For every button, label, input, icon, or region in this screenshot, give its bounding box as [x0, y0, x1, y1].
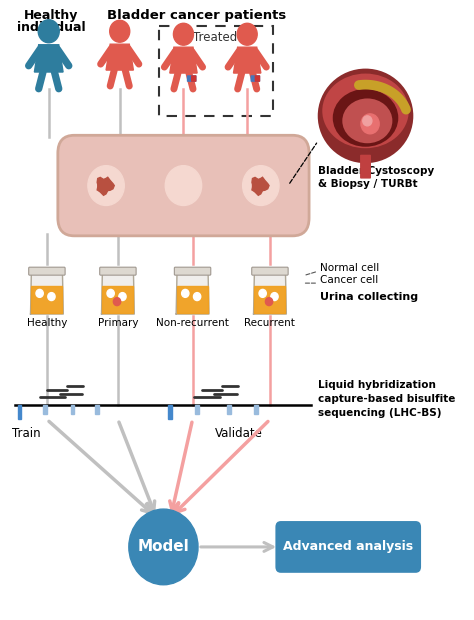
FancyBboxPatch shape — [187, 75, 196, 82]
Text: Urina collecting: Urina collecting — [320, 292, 418, 302]
Circle shape — [81, 157, 132, 213]
Circle shape — [182, 290, 189, 298]
Polygon shape — [101, 270, 134, 314]
Circle shape — [119, 293, 126, 301]
Bar — [95, 405, 99, 414]
Circle shape — [129, 509, 198, 585]
Text: Model: Model — [137, 539, 189, 554]
Circle shape — [237, 24, 257, 45]
Bar — [43, 405, 47, 414]
Text: Healthy: Healthy — [27, 318, 67, 328]
Bar — [18, 405, 21, 418]
FancyBboxPatch shape — [29, 267, 65, 275]
Text: Normal cell: Normal cell — [320, 263, 379, 273]
Circle shape — [165, 166, 201, 205]
Ellipse shape — [322, 74, 409, 148]
Circle shape — [236, 157, 286, 213]
Circle shape — [109, 20, 130, 42]
Text: Treated: Treated — [193, 31, 237, 44]
Text: Healthy: Healthy — [24, 9, 79, 22]
Polygon shape — [106, 44, 133, 70]
Circle shape — [173, 24, 193, 45]
Polygon shape — [254, 270, 286, 314]
Bar — [255, 405, 258, 414]
Bar — [227, 405, 231, 414]
Circle shape — [113, 298, 121, 306]
Text: Bladder cancer patients: Bladder cancer patients — [108, 9, 287, 22]
Text: Primary: Primary — [98, 318, 138, 328]
FancyBboxPatch shape — [58, 135, 309, 236]
Bar — [71, 405, 74, 414]
FancyBboxPatch shape — [255, 75, 260, 82]
FancyBboxPatch shape — [252, 267, 288, 275]
Ellipse shape — [342, 99, 392, 143]
Bar — [168, 405, 172, 418]
Text: Cancer cell: Cancer cell — [320, 275, 378, 285]
Polygon shape — [31, 286, 63, 313]
Text: Liquid hybridization
capture-based bisulfite
sequencing (LHC-BS): Liquid hybridization capture-based bisul… — [318, 379, 456, 418]
Polygon shape — [177, 286, 208, 313]
Circle shape — [158, 157, 209, 213]
FancyBboxPatch shape — [275, 521, 421, 573]
Bar — [195, 405, 199, 414]
Text: Non-recurrent: Non-recurrent — [156, 318, 229, 328]
Polygon shape — [255, 286, 285, 313]
Circle shape — [265, 298, 273, 306]
Polygon shape — [234, 47, 261, 73]
Circle shape — [361, 114, 379, 134]
FancyBboxPatch shape — [191, 75, 196, 82]
Circle shape — [36, 290, 43, 298]
Circle shape — [271, 293, 278, 301]
Circle shape — [243, 166, 279, 205]
Polygon shape — [252, 177, 269, 195]
Ellipse shape — [333, 89, 398, 147]
FancyBboxPatch shape — [360, 155, 371, 179]
Polygon shape — [30, 270, 64, 314]
FancyBboxPatch shape — [251, 75, 260, 82]
Text: Recurrent: Recurrent — [245, 318, 295, 328]
Polygon shape — [35, 45, 63, 72]
Polygon shape — [97, 177, 114, 195]
Text: Advanced analysis: Advanced analysis — [283, 541, 413, 554]
Polygon shape — [176, 270, 209, 314]
Circle shape — [363, 116, 372, 126]
Circle shape — [48, 293, 55, 301]
FancyBboxPatch shape — [100, 267, 136, 275]
Text: Bladder Cystoscopy
& Biopsy / TURBt: Bladder Cystoscopy & Biopsy / TURBt — [318, 166, 435, 189]
Circle shape — [88, 166, 124, 205]
Text: Train: Train — [12, 427, 41, 440]
Text: individual: individual — [17, 21, 86, 34]
Circle shape — [107, 290, 114, 298]
Text: Validate: Validate — [215, 427, 263, 440]
FancyBboxPatch shape — [174, 267, 211, 275]
Circle shape — [259, 290, 266, 298]
Ellipse shape — [318, 69, 413, 163]
Polygon shape — [170, 47, 197, 73]
Polygon shape — [102, 286, 133, 313]
Circle shape — [38, 20, 59, 43]
Circle shape — [193, 293, 201, 301]
